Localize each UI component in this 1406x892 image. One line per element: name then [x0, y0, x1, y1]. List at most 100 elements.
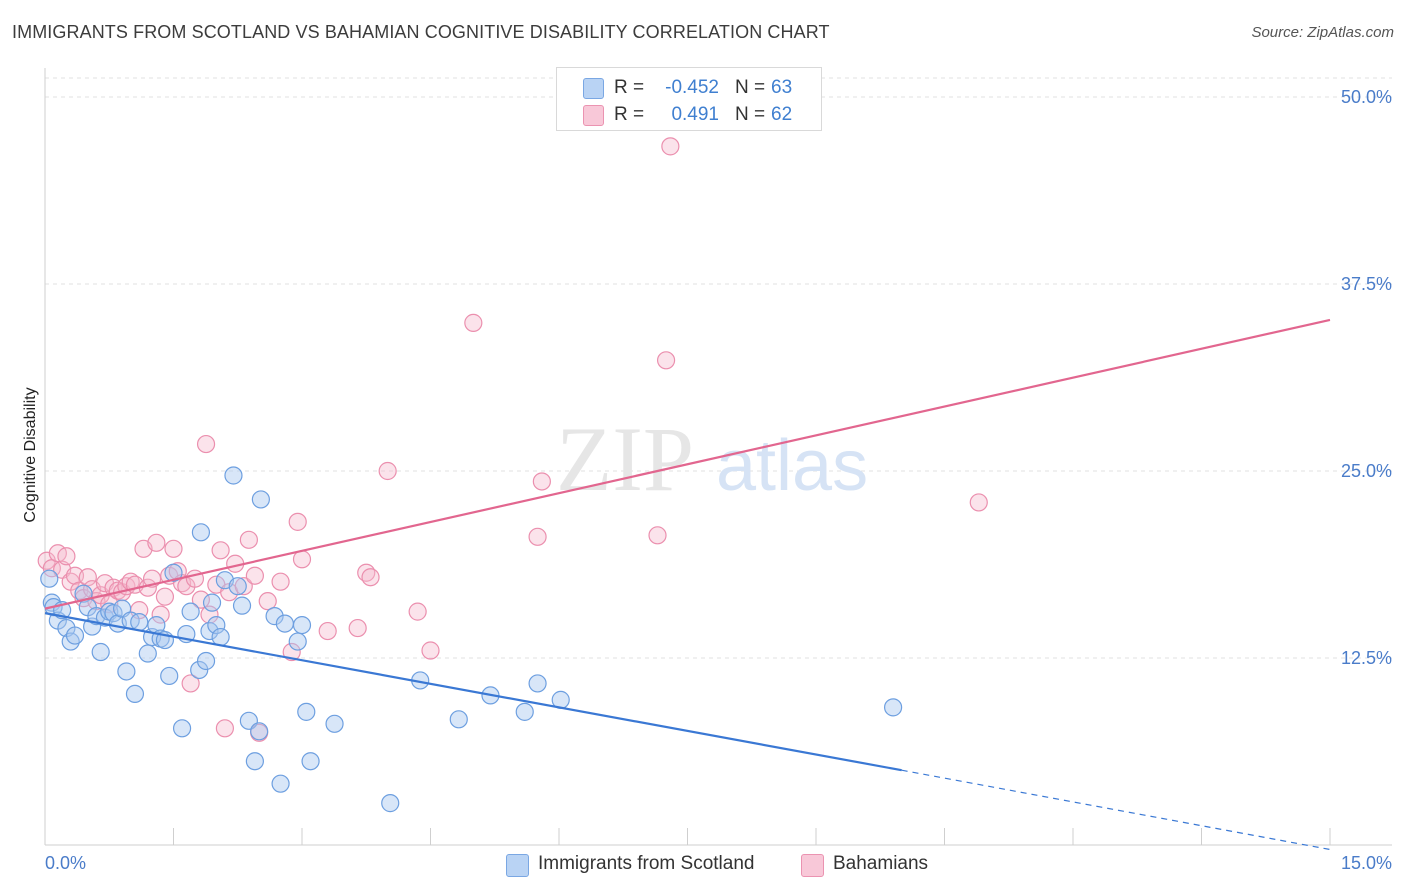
- scotland-point: [164, 563, 183, 582]
- legend-n-label: N =: [735, 77, 766, 98]
- scotland-point: [245, 752, 264, 771]
- scotland-point: [528, 674, 547, 693]
- y-axis-label: Cognitive Disability: [22, 387, 39, 522]
- bahamians-point: [528, 527, 547, 546]
- bahamians-point: [258, 592, 277, 611]
- scotland-point: [288, 632, 307, 651]
- scotland-point: [172, 719, 192, 738]
- legend-swatch-pink: [801, 854, 824, 877]
- scotland-point: [232, 596, 252, 615]
- scotland-point: [65, 626, 85, 645]
- correlation-legend: R = -0.452 N = 63 R = 0.491 N = 62: [556, 67, 822, 131]
- bahamians-point: [288, 512, 307, 531]
- trend-line-scotland-extrapolated: [901, 769, 1331, 851]
- bahamians-point: [969, 493, 988, 512]
- scotland-point: [190, 660, 209, 680]
- scotland-point: [160, 666, 179, 686]
- legend-n-value: 63: [771, 77, 793, 98]
- bahamians-point: [464, 313, 483, 332]
- y-tick-label: 37.5%: [1341, 274, 1392, 294]
- scotland-point: [297, 702, 316, 721]
- scotland-point: [104, 604, 123, 623]
- scotland-point: [138, 644, 157, 663]
- scotland-point: [117, 662, 136, 681]
- bahamians-point: [57, 547, 76, 566]
- legend-n-label: N =: [735, 104, 766, 125]
- scotland-point: [91, 642, 110, 662]
- gridlines: [45, 77, 1392, 659]
- legend-swatch-blue: [506, 854, 529, 877]
- x-tick-label: 0.0%: [45, 853, 86, 873]
- scotland-point: [228, 577, 247, 596]
- bahamians-point: [361, 568, 380, 587]
- scotland-point: [196, 651, 216, 671]
- bahamians-point: [318, 621, 337, 641]
- scotland-point: [381, 794, 400, 813]
- bahamians-point: [408, 602, 427, 621]
- scotland-point: [250, 722, 269, 741]
- bahamians-point: [532, 472, 551, 491]
- bahamians-point: [348, 618, 367, 638]
- scotland-point: [125, 684, 145, 704]
- bahamians-point: [234, 577, 253, 596]
- bahamians-point: [648, 526, 667, 545]
- watermark-atlas: atlas: [716, 426, 868, 506]
- watermark: ZIP atlas: [556, 408, 868, 510]
- scotland-point: [211, 627, 230, 647]
- bahamians-point: [271, 572, 290, 591]
- bahamians-point: [147, 533, 166, 552]
- trend-lines: [44, 318, 1331, 851]
- series-scotland-points: [40, 466, 903, 813]
- legend-n-value: 62: [771, 104, 793, 125]
- legend-label-bahamians: Bahamians: [833, 853, 929, 874]
- legend-row-scotland: R = -0.452 N = 63: [557, 75, 821, 101]
- bahamians-point: [661, 137, 680, 156]
- series-legend: Immigrants from Scotland Bahamians: [0, 852, 1406, 878]
- scotland-point: [292, 615, 312, 635]
- scotland-point: [883, 698, 903, 717]
- trend-line-scotland: [44, 612, 902, 772]
- bahamians-point: [282, 642, 301, 662]
- y-tick-label: 25.0%: [1341, 461, 1392, 481]
- legend-r-label: R =: [614, 77, 645, 98]
- scotland-point: [515, 702, 534, 721]
- legend-label-scotland: Immigrants from Scotland: [538, 853, 755, 874]
- source-credit: Source: ZipAtlas.com: [1251, 24, 1394, 41]
- bahamians-point: [151, 605, 170, 624]
- trend-line-bahamians: [44, 318, 1331, 610]
- bahamians-point: [211, 541, 230, 560]
- scotland-point: [251, 490, 270, 509]
- scotland-point: [449, 710, 468, 729]
- scotland-point: [207, 615, 226, 635]
- bahamians-point: [181, 674, 200, 693]
- scotland-point: [301, 752, 320, 771]
- legend-r-label: R =: [614, 104, 645, 125]
- scotland-point: [325, 714, 344, 733]
- legend-swatch-pink: [583, 105, 604, 126]
- y-tick-label: 50.0%: [1341, 87, 1392, 107]
- y-tick-label: 12.5%: [1341, 648, 1392, 668]
- scotland-point: [224, 466, 243, 485]
- tick-labels: 12.5% 25.0% 37.5% 50.0% 0.0% 15.0%: [45, 87, 1392, 873]
- chart-title: IMMIGRANTS FROM SCOTLAND VS BAHAMIAN COG…: [12, 22, 830, 42]
- bahamians-point: [656, 351, 676, 370]
- bahamians-point: [239, 530, 258, 549]
- scotland-point: [271, 774, 290, 793]
- bahamians-point: [164, 539, 183, 558]
- bahamians-point: [196, 434, 216, 454]
- x-tick-label: 15.0%: [1341, 853, 1392, 873]
- scotland-point: [202, 593, 222, 612]
- bahamians-point: [378, 461, 397, 481]
- bahamians-point: [421, 641, 440, 660]
- bahamians-point: [245, 566, 264, 585]
- bahamians-point: [155, 587, 175, 606]
- scotland-point: [191, 523, 211, 542]
- watermark-zip: ZIP: [556, 408, 694, 510]
- scotland-point: [275, 614, 294, 633]
- legend-r-value: -0.452: [665, 77, 719, 98]
- legend-row-bahamians: R = 0.491 N = 62: [557, 102, 821, 128]
- scotland-point: [265, 607, 284, 626]
- legend-r-value: 0.491: [671, 104, 719, 125]
- series-bahamians-points: [37, 137, 988, 742]
